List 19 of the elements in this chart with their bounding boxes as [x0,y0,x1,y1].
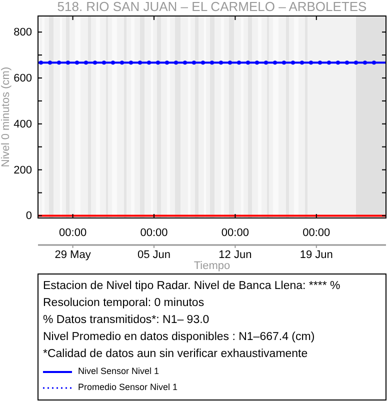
chart-title: 518. RIO SAN JUAN – EL CARMELO – ARBOLETES [57,0,368,14]
y-tick-label: 200 [14,164,32,176]
x-axis-title: Tiempo [194,260,230,272]
legend-label: Nivel Sensor Nivel 1 [78,366,160,376]
x-tick-label: 00:00 12 Jun [218,227,252,261]
text: *Calidad de datos aun sin verificar exhaustivamente [43,348,308,360]
y-tick-label: 0 [26,210,32,222]
text: Estacion de Nivel tipo Radar. Nivel de Banca Llena: **** % [43,280,340,292]
y-tick-label: 400 [14,118,32,130]
x-tick-label: 00:00 19 Jun [300,227,333,261]
text: % Datos transmitidos*: N1– 93.0 [43,314,210,326]
y-tick-label: 600 [14,72,32,84]
text: Resolucion temporal: 0 minutos [43,297,204,309]
y-tick-label: 800 [14,26,32,39]
x-tick-label: 00:00 05 Jun [137,227,171,261]
x-tick-label: 00:00 29 May [54,227,92,261]
y-axis-title: Nivel 0 minutos (cm) [0,66,12,168]
legend-label: Promedio Sensor Nivel 1 [78,382,178,392]
text: Nivel Promedio en datos disponibles : N1–667.4 (cm) [43,331,315,343]
